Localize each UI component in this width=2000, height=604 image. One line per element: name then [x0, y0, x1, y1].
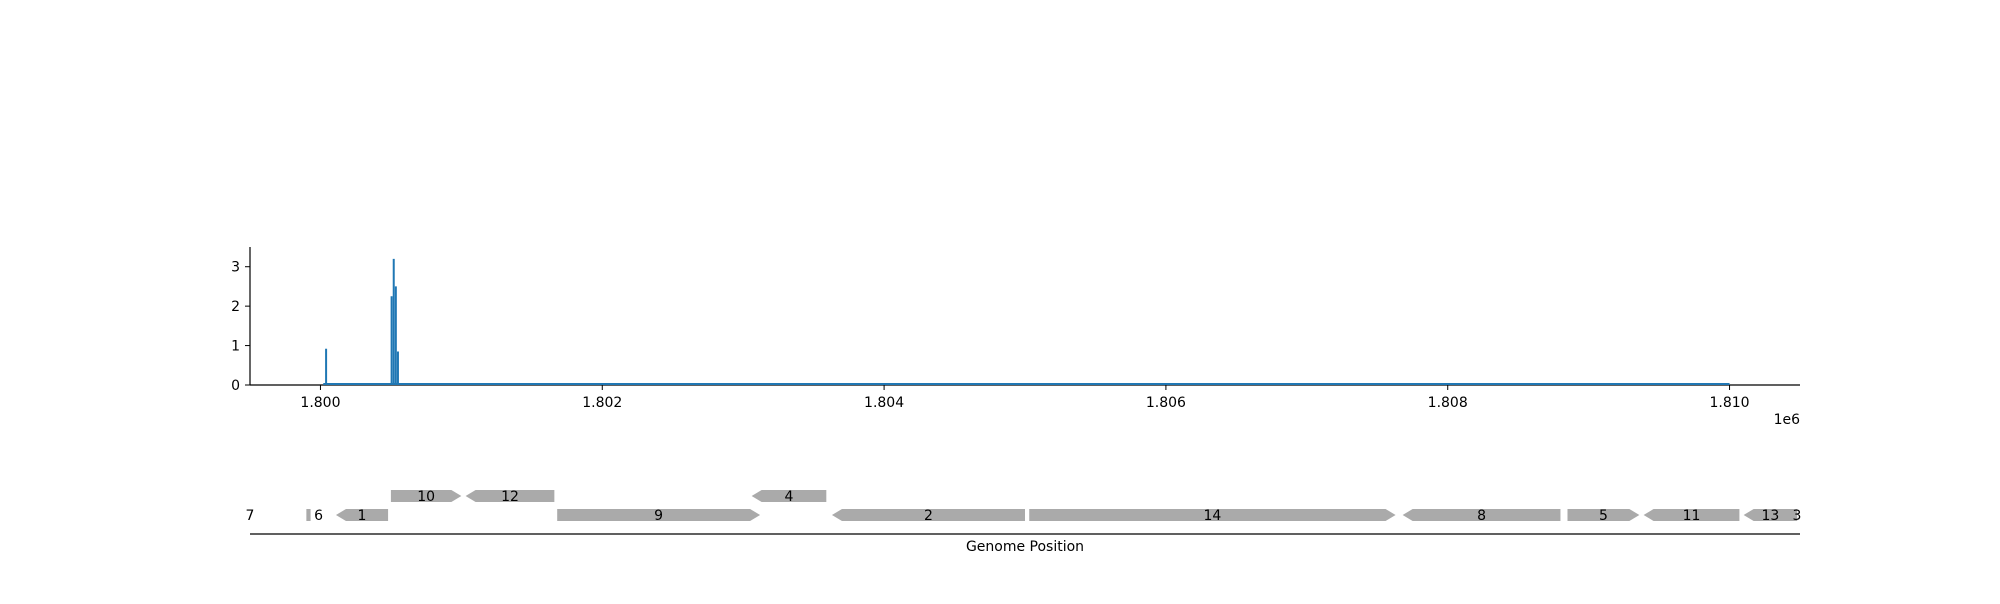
coverage-plot: 0 1 2 3 1.800 1.802 1.804 1.806 1.808 1.810 1e6: [231, 247, 1800, 428]
gene-label: 11: [1683, 508, 1701, 524]
gene-label: 12: [501, 489, 519, 505]
gene-arrow: [1643, 509, 1740, 521]
gene-label: 6: [314, 508, 323, 524]
gene-track: 6 1 10 12 9 4 2 14 8 5 11 13 7 3 Genome Position: [246, 489, 1802, 555]
gene-label: 10: [417, 489, 435, 505]
gene-label: 7: [246, 508, 255, 524]
x-tick-label: 1.800: [300, 395, 340, 411]
gene-arrow: [1402, 509, 1561, 521]
gene-arrow: [390, 490, 462, 502]
y-tick-label: 0: [231, 378, 240, 394]
gene-arrow: [465, 490, 555, 502]
y-tick-label: 3: [231, 260, 240, 276]
x-tick-label: 1.804: [864, 395, 904, 411]
gene-label: 1: [358, 508, 367, 524]
gene-arrow: [751, 490, 827, 502]
gene-arrow: [831, 509, 1025, 521]
gene-label: 4: [785, 489, 794, 505]
gene-label: 13: [1761, 508, 1779, 524]
gene-arrow: [557, 509, 761, 521]
y-tick-label: 1: [231, 339, 240, 355]
gene-label: 8: [1477, 508, 1486, 524]
gene-arrow: [1743, 509, 1798, 521]
gene-arrow: [335, 509, 389, 521]
gene-label: 2: [924, 508, 933, 524]
gene-arrow: [1567, 509, 1640, 521]
x-tick-label: 1.802: [582, 395, 622, 411]
gene-label: 14: [1203, 508, 1221, 524]
x-axis-title: Genome Position: [966, 539, 1084, 555]
gene-arrow: [306, 509, 311, 521]
gene-label: 5: [1599, 508, 1608, 524]
gene-arrow: [1029, 509, 1396, 521]
gene-label: 9: [654, 508, 663, 524]
x-tick-label: 1.806: [1146, 395, 1186, 411]
gene-label: 3: [1793, 508, 1802, 524]
x-offset-label: 1e6: [1774, 412, 1801, 428]
x-tick-label: 1.808: [1428, 395, 1468, 411]
x-tick-label: 1.810: [1709, 395, 1749, 411]
y-tick-label: 2: [231, 299, 240, 315]
